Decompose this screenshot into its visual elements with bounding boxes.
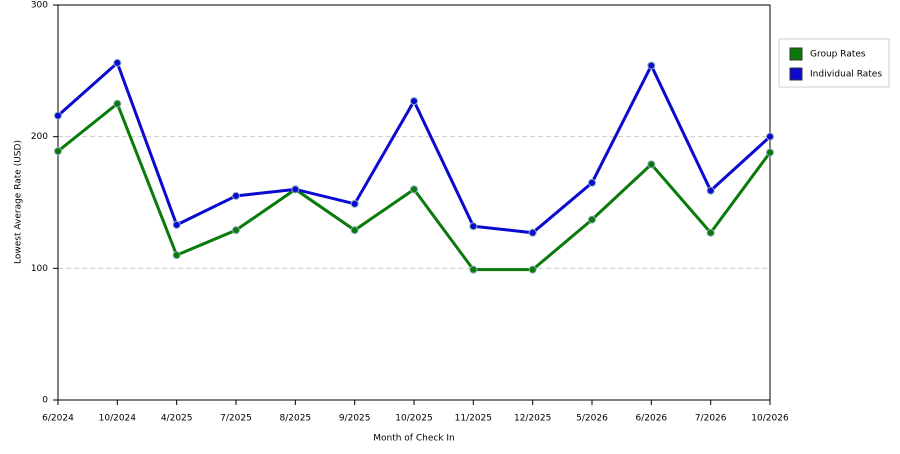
x-tick-label: 9/2025 <box>339 414 371 424</box>
data-point <box>706 228 715 237</box>
x-tick-label: 11/2025 <box>455 414 492 424</box>
data-point <box>588 215 596 224</box>
data-point <box>172 251 181 260</box>
data-point <box>706 186 715 195</box>
x-tick-label: 4/2025 <box>161 414 193 424</box>
data-point <box>113 58 122 67</box>
data-point <box>291 185 300 194</box>
series-line <box>57 60 772 235</box>
x-axis-label: Month of Check In <box>373 434 455 444</box>
x-tick-label: 10/2024 <box>99 414 137 424</box>
data-point <box>410 185 418 194</box>
y-tick-label: 300 <box>31 1 48 11</box>
data-point <box>528 265 537 274</box>
x-tick-label: 7/2026 <box>695 414 727 424</box>
x-tick-label: 7/2025 <box>220 414 252 424</box>
y-axis-label: Lowest Average Rate (USD) <box>14 140 24 264</box>
data-point <box>113 99 122 108</box>
y-tick-label: 200 <box>31 132 48 142</box>
x-tick-label: 6/2026 <box>635 414 667 424</box>
data-point <box>588 178 596 187</box>
data-point <box>410 97 418 106</box>
data-point <box>232 191 240 200</box>
legend-label: Individual Rates <box>810 70 882 80</box>
data-point <box>232 226 240 235</box>
legend-swatch <box>789 47 803 61</box>
data-point <box>766 132 774 141</box>
x-tick-label: 10/2026 <box>751 414 789 424</box>
data-point <box>350 226 359 235</box>
plot-frame <box>57 4 771 401</box>
x-tick-label: 5/2026 <box>576 414 608 424</box>
legend-swatch <box>789 67 803 81</box>
data-point <box>647 61 656 70</box>
data-point <box>469 265 478 274</box>
data-point <box>528 228 537 237</box>
x-tick-label: 12/2025 <box>514 414 551 424</box>
x-tick-label: 6/2024 <box>42 414 74 424</box>
data-point <box>766 148 774 157</box>
y-tick-label: 100 <box>31 264 48 274</box>
data-point <box>54 111 62 120</box>
data-point <box>469 222 478 231</box>
data-point <box>172 220 181 229</box>
x-tick-label: 10/2025 <box>395 414 432 424</box>
data-point <box>647 160 656 169</box>
data-point <box>350 199 359 208</box>
y-tick-label: 0 <box>42 396 48 406</box>
x-tick-label: 8/2025 <box>279 414 311 424</box>
legend-label: Group Rates <box>810 50 866 60</box>
data-point <box>54 147 62 156</box>
